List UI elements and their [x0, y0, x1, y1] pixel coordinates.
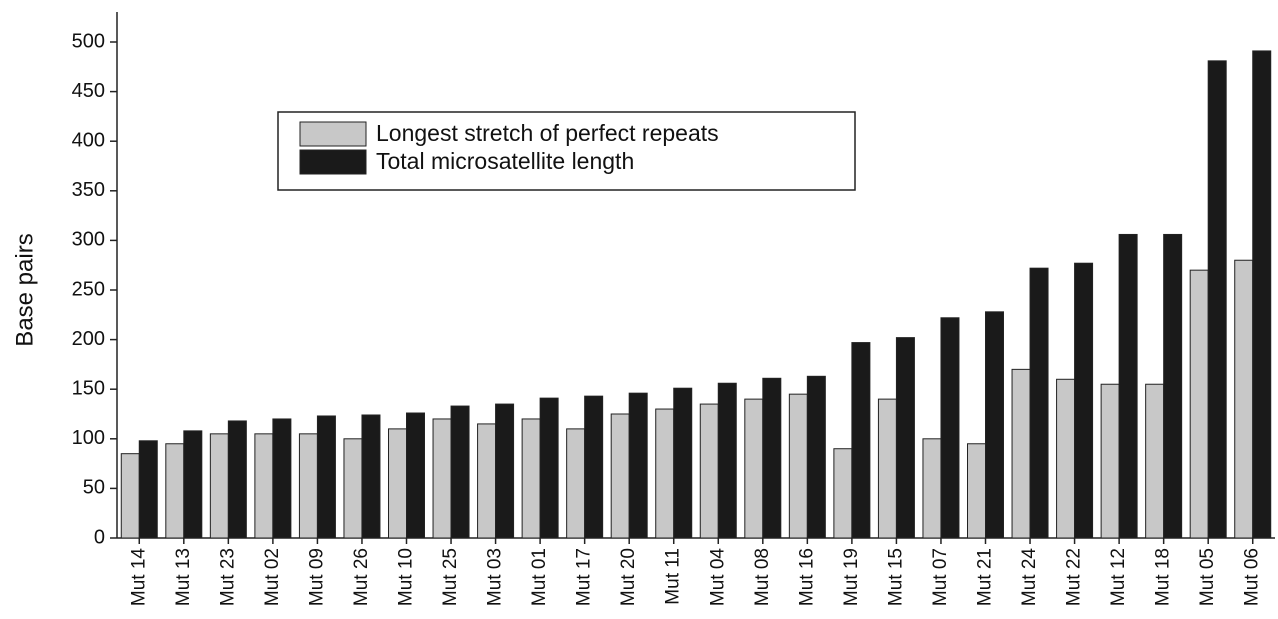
bar: [316, 415, 336, 539]
legend-label: Longest stretch of perfect repeats: [376, 120, 719, 146]
x-tick-label: Mut 12: [1108, 548, 1129, 606]
x-tick-label: Mut 10: [396, 548, 417, 606]
bar: [138, 440, 158, 539]
bar: [1056, 378, 1076, 539]
bar: [985, 311, 1004, 539]
legend-swatch: [299, 149, 367, 175]
bar: [1145, 383, 1165, 539]
bar: [388, 428, 407, 539]
bar: [717, 382, 737, 539]
bar: [495, 403, 515, 539]
bar: [744, 398, 764, 539]
bar: [584, 395, 604, 539]
y-tick-label: 400: [72, 129, 105, 151]
y-tick-label: 300: [72, 229, 105, 251]
bar: [432, 418, 452, 539]
x-tick-label: Mut 05: [1197, 548, 1218, 606]
bar: [895, 337, 915, 539]
x-tick-label: Mut 18: [1153, 548, 1174, 606]
bar: [209, 433, 229, 539]
bar: [1234, 259, 1254, 539]
bar: [610, 413, 630, 539]
bar: [566, 428, 586, 539]
y-tick-label: 250: [72, 278, 105, 300]
y-tick-label: 500: [72, 30, 105, 52]
bar: [183, 430, 203, 539]
y-tick-label: 50: [83, 477, 105, 499]
x-tick-label: Mut 24: [1019, 548, 1040, 607]
y-axis-label: Base pairs: [11, 233, 38, 346]
x-tick-label: Mut 14: [128, 548, 149, 607]
bar: [806, 375, 826, 539]
bar: [1207, 60, 1227, 539]
x-tick-label: Mut 16: [796, 548, 817, 606]
x-tick-label: Mut 23: [217, 548, 238, 606]
bar: [406, 412, 425, 539]
bar: [762, 377, 782, 539]
bar: [272, 418, 292, 539]
x-tick-label: Mut 11: [663, 548, 684, 605]
bar: [361, 414, 381, 539]
x-tick-label: Mut 08: [752, 548, 773, 606]
bar: [877, 398, 897, 539]
bar: [940, 317, 960, 539]
x-tick-label: Mut 26: [351, 548, 372, 606]
bar: [655, 408, 675, 539]
bar: [254, 433, 274, 539]
x-tick-label: Mut 06: [1242, 548, 1263, 606]
y-tick-label: 150: [72, 377, 105, 399]
legend-label: Total microsatellite length: [376, 148, 634, 174]
bar: [521, 418, 541, 539]
bar: [1189, 269, 1209, 539]
bar: [851, 342, 871, 539]
bar: [477, 423, 497, 539]
bar: [298, 433, 318, 539]
bar: [343, 438, 363, 539]
bar: [1011, 368, 1031, 539]
bar: [539, 397, 559, 539]
bar: [628, 392, 648, 539]
bar: [450, 405, 470, 539]
bar: [1163, 233, 1183, 539]
bar: [673, 387, 693, 539]
legend-swatch: [299, 121, 367, 147]
bar: [699, 403, 719, 539]
x-tick-label: Mut 17: [574, 548, 595, 606]
x-tick-label: Mut 03: [485, 548, 506, 606]
x-tick-label: Mut 07: [930, 548, 951, 606]
bar: [1029, 267, 1049, 539]
bar: [1100, 383, 1120, 539]
bar: [1118, 233, 1138, 539]
bar: [1074, 262, 1094, 539]
y-tick-label: 450: [72, 80, 105, 102]
y-tick-label: 0: [94, 526, 105, 548]
x-tick-label: Mut 04: [707, 548, 728, 607]
x-tick-label: Mut 21: [975, 548, 996, 606]
bar: [165, 443, 185, 539]
y-tick-label: 100: [72, 427, 105, 449]
x-tick-label: Mut 22: [1064, 548, 1085, 606]
x-tick-label: Mut 19: [841, 548, 862, 606]
x-tick-label: Mut 01: [529, 548, 550, 606]
x-tick-label: Mut 25: [440, 548, 461, 606]
x-tick-label: Mut 20: [618, 548, 639, 606]
bar: [922, 438, 942, 539]
y-tick-label: 200: [72, 328, 105, 350]
y-tick-label: 350: [72, 179, 105, 201]
legend-box: [277, 111, 856, 191]
x-tick-label: Mut 02: [262, 548, 283, 606]
x-tick-label: Mut 09: [306, 548, 327, 606]
bar: [833, 448, 853, 539]
bar: [788, 393, 808, 539]
bar: [120, 453, 140, 539]
bar: [227, 420, 247, 539]
x-tick-label: Mut 15: [885, 548, 906, 606]
bar: [967, 443, 986, 539]
x-tick-label: Mut 13: [173, 548, 194, 606]
bar: [1252, 50, 1272, 539]
